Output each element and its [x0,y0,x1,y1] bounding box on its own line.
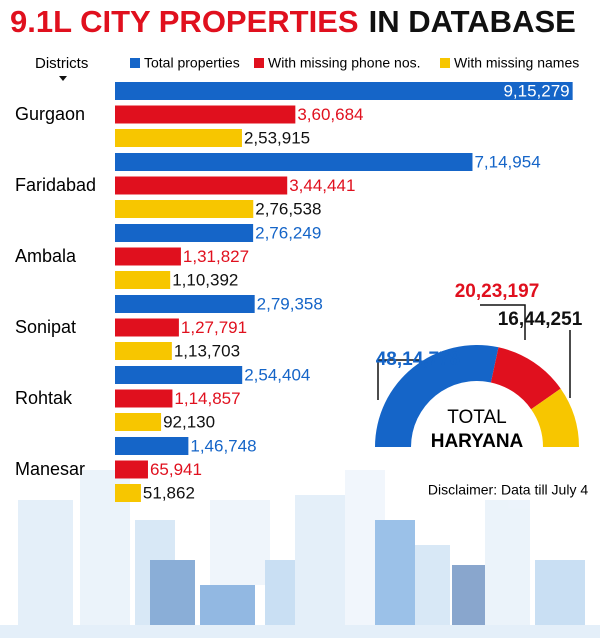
value-label: 65,941 [150,460,202,479]
bar [115,342,172,360]
annotation: Disclaimer: Data till July 4 [428,482,588,498]
legend-label: Total properties [144,55,240,71]
category-label: Ambala [15,246,77,266]
legend-swatch [130,58,140,68]
bar [115,176,288,195]
axis-arrow [59,76,67,81]
donut-segment [375,345,499,447]
value-label: 1,14,857 [174,389,240,408]
value-label: 92,130 [163,412,215,431]
bar [115,484,141,502]
bar [115,153,473,171]
bar [115,460,148,479]
value-label: 2,54,404 [244,365,310,384]
bar [115,366,243,384]
legend-swatch [254,58,264,68]
value-label: 1,13,703 [174,341,240,360]
value-label: 3,60,684 [297,105,363,124]
value-label: 2,76,249 [255,223,321,242]
value-label: 1,46,748 [190,436,256,455]
bar [115,247,181,266]
value-label: 1,31,827 [183,247,249,266]
donut-segment [490,347,561,410]
value-label: 2,53,915 [244,128,310,147]
bar [115,200,254,218]
center-text: TOTAL [447,407,506,428]
leader-line [480,304,526,340]
value-label: 3,44,441 [289,176,355,195]
bar [115,389,173,408]
donut-value-label: 20,23,197 [455,281,540,302]
legend-swatch [440,58,450,68]
value-label: 2,76,538 [255,199,321,218]
value-label: 1,10,392 [172,270,238,289]
category-label: Faridabad [15,175,96,195]
legend-label: With missing phone nos. [268,55,421,71]
bar [115,82,573,100]
legend-label: With missing names [454,55,579,71]
category-label: Rohtak [15,388,73,408]
category-label: Manesar [15,459,85,479]
bar [115,318,179,337]
donut-value-label: 16,44,251 [498,309,583,330]
value-label: 9,15,279 [503,81,569,100]
bar [115,129,242,147]
bar [115,413,162,431]
donut-value-label: 48,14,778 [376,349,461,370]
category-label: Sonipat [15,317,76,337]
center-text: HARYANA [431,431,524,452]
value-label: 2,79,358 [257,294,323,313]
value-label: 7,14,954 [474,152,540,171]
bar [115,105,296,124]
bar [115,224,254,242]
leader-line [377,359,420,400]
bar [115,271,171,289]
donut-segment [531,388,579,447]
axis-label: Districts [35,55,88,72]
title-red: 9.1L CITY PROPERTIES [10,4,359,39]
category-label: Gurgaon [15,104,85,124]
value-label: 1,27,791 [181,318,247,337]
bar [115,295,255,313]
bar [115,437,189,455]
value-label: 51,862 [143,483,195,502]
title-black: IN DATABASE [369,4,576,39]
